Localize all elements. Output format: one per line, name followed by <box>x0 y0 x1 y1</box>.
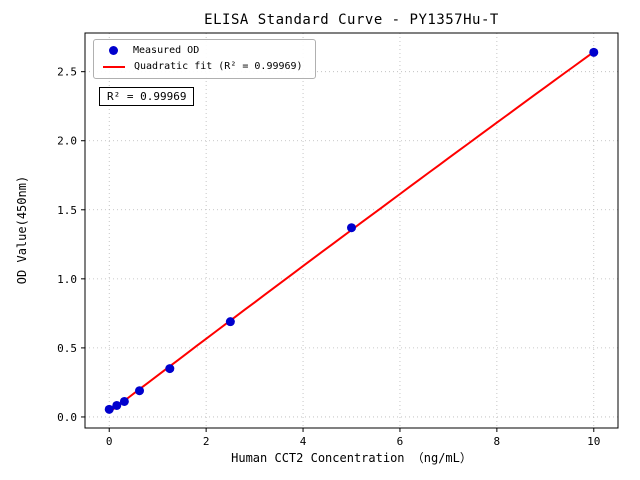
data-point <box>347 223 356 233</box>
legend-marker-dot <box>109 46 118 55</box>
legend-label: Measured OD <box>133 45 200 56</box>
y-tick-label: 2.0 <box>57 135 77 148</box>
data-point <box>119 396 129 406</box>
x-tick-label: 8 <box>494 435 501 448</box>
data-point <box>225 317 235 327</box>
x-tick-label: 4 <box>300 435 307 448</box>
x-tick-label: 2 <box>203 435 210 448</box>
data-point <box>135 386 145 396</box>
y-tick-label: 1.0 <box>57 273 77 286</box>
y-axis-label: OD Value(450nm) <box>15 175 29 285</box>
y-tick-label: 0.5 <box>57 342 77 355</box>
legend-item-measured-od: Measured OD <box>103 45 303 56</box>
y-tick-label: 2.5 <box>57 66 77 79</box>
axes-frame <box>84 32 619 429</box>
data-point <box>104 404 114 414</box>
data-point <box>589 47 599 57</box>
chart-title: ELISA Standard Curve - PY1357Hu-T <box>204 12 499 28</box>
x-tick-label: 6 <box>397 435 404 448</box>
x-tick-label: 10 <box>587 435 600 448</box>
r-squared-annotation: R² = 0.99969 <box>99 87 195 106</box>
x-axis-label: Human CCT2 Concentration （ng/mL） <box>231 451 472 465</box>
legend: Measured OD Quadratic fit (R² = 0.99969) <box>93 39 316 79</box>
legend-item-quadratic-fit: Quadratic fit (R² = 0.99969) <box>103 61 303 72</box>
y-tick-label: 0.0 <box>57 411 77 424</box>
y-tick-label: 1.5 <box>57 204 77 217</box>
data-point <box>112 400 122 410</box>
data-point <box>165 364 175 374</box>
legend-marker-line <box>103 65 125 68</box>
legend-label: Quadratic fit (R² = 0.99969) <box>134 61 303 72</box>
x-tick-label: 0 <box>106 435 113 448</box>
